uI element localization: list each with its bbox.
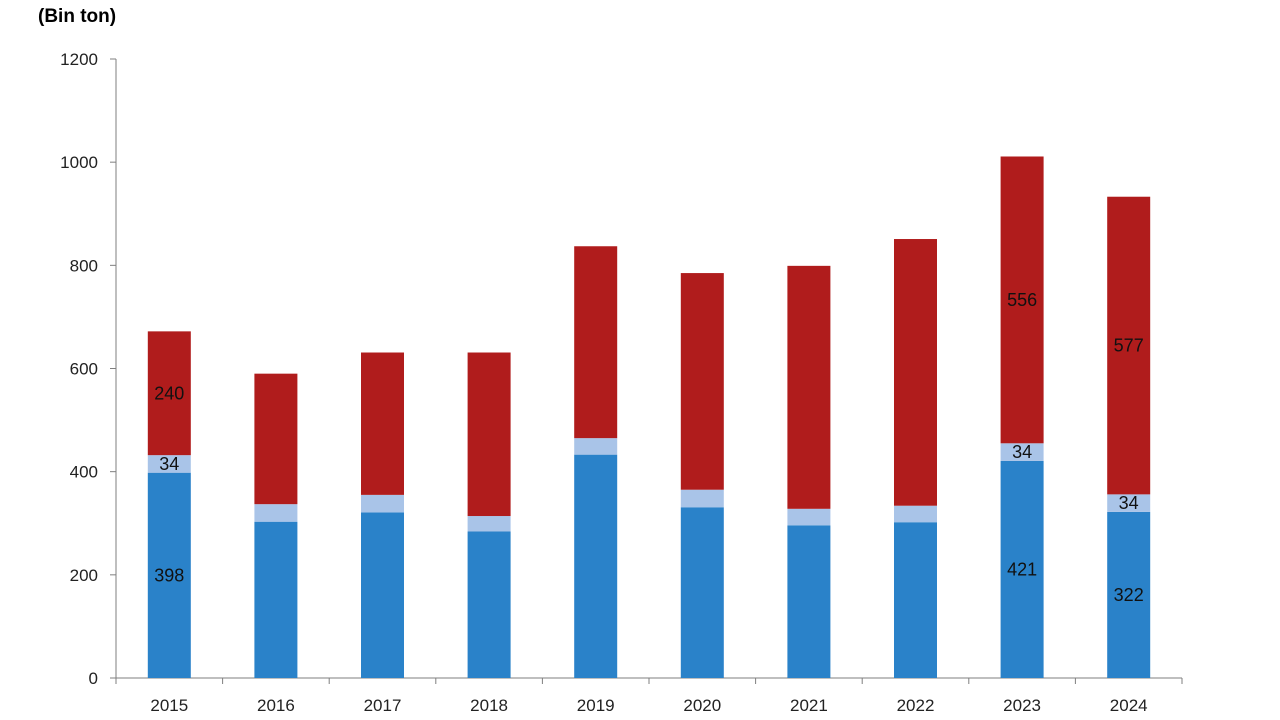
y-tick-label: 200 (70, 566, 98, 585)
bar-segment-2015-s0 (147, 472, 191, 678)
y-tick-label: 600 (70, 360, 98, 379)
bar-segment-2023-s0 (1000, 460, 1044, 678)
data-label-2015-s2: 240 (154, 383, 184, 403)
bar-segment-2016-s2 (254, 373, 298, 505)
bar-segment-2022-s2 (894, 239, 937, 506)
x-tick-label: 2020 (683, 696, 721, 715)
data-label-2023-s0: 421 (1007, 559, 1037, 579)
bar-segment-2020-s1 (680, 489, 724, 508)
data-label-2024-s2: 577 (1114, 336, 1144, 356)
bar-segment-2023-s1 (1000, 443, 1044, 461)
x-tick-label: 2018 (470, 696, 508, 715)
bar-segment-2024-s0 (1107, 511, 1151, 678)
x-tick-label: 2019 (577, 696, 615, 715)
data-labels: 398 34 240 421 34 556 322 34 577 (154, 290, 1143, 605)
unit-label: (Bin ton) (38, 6, 117, 27)
bar-segment-2022-s0 (894, 522, 937, 678)
bar-segment-2015-s2 (147, 331, 191, 456)
y-tick-label: 1000 (60, 153, 98, 172)
bar-segment-2024-s2 (1107, 196, 1151, 495)
x-tick-label: 2015 (150, 696, 188, 715)
bar-segment-2017-s0 (361, 512, 404, 678)
bar-segment-2021-s2 (787, 265, 831, 509)
bar-segment-2022-s1 (894, 505, 937, 523)
bar-segment-2016-s1 (254, 504, 298, 522)
bar-segment-2019-s2 (574, 246, 618, 439)
x-tick-label: 2016 (257, 696, 295, 715)
bar-segment-2016-s0 (254, 521, 298, 678)
bar-segment-2019-s0 (574, 454, 618, 678)
axes: 0 200 400 600 800 1000 1200 2015 2016 2017 2018 201… (60, 50, 1183, 715)
bar-segment-2018-s1 (467, 516, 511, 532)
bars (147, 156, 1151, 678)
x-tick-label: 2023 (1003, 696, 1041, 715)
data-label-2024-s1: 34 (1119, 493, 1139, 513)
bar-segment-2020-s2 (680, 273, 724, 490)
bar-segment-2024-s1 (1107, 494, 1151, 512)
y-tick-label: 0 (89, 669, 98, 688)
y-tick-label: 1200 (60, 50, 98, 69)
x-tick-label: 2017 (364, 696, 402, 715)
data-label-2015-s0: 398 (154, 565, 184, 585)
bar-segment-2015-s1 (147, 455, 191, 473)
data-label-2015-s1: 34 (159, 454, 179, 474)
x-tick-label: 2024 (1110, 696, 1148, 715)
bar-segment-2019-s1 (574, 438, 618, 455)
y-tick-label: 400 (70, 463, 98, 482)
data-label-2023-s1: 34 (1012, 442, 1032, 462)
data-label-2024-s0: 322 (1114, 585, 1144, 605)
x-tick-label: 2021 (790, 696, 828, 715)
bar-segment-2021-s0 (787, 525, 831, 678)
y-tick-label: 800 (70, 256, 98, 275)
data-label-2023-s2: 556 (1007, 290, 1037, 310)
bar-segment-2023-s2 (1000, 156, 1044, 444)
bar-segment-2018-s0 (467, 531, 511, 678)
bar-segment-2021-s1 (787, 508, 831, 526)
bar-segment-2020-s0 (680, 507, 724, 678)
x-tick-label: 2022 (897, 696, 935, 715)
bar-segment-2017-s2 (361, 352, 404, 495)
bar-segment-2017-s1 (361, 494, 404, 513)
bar-segment-2018-s2 (467, 352, 511, 517)
